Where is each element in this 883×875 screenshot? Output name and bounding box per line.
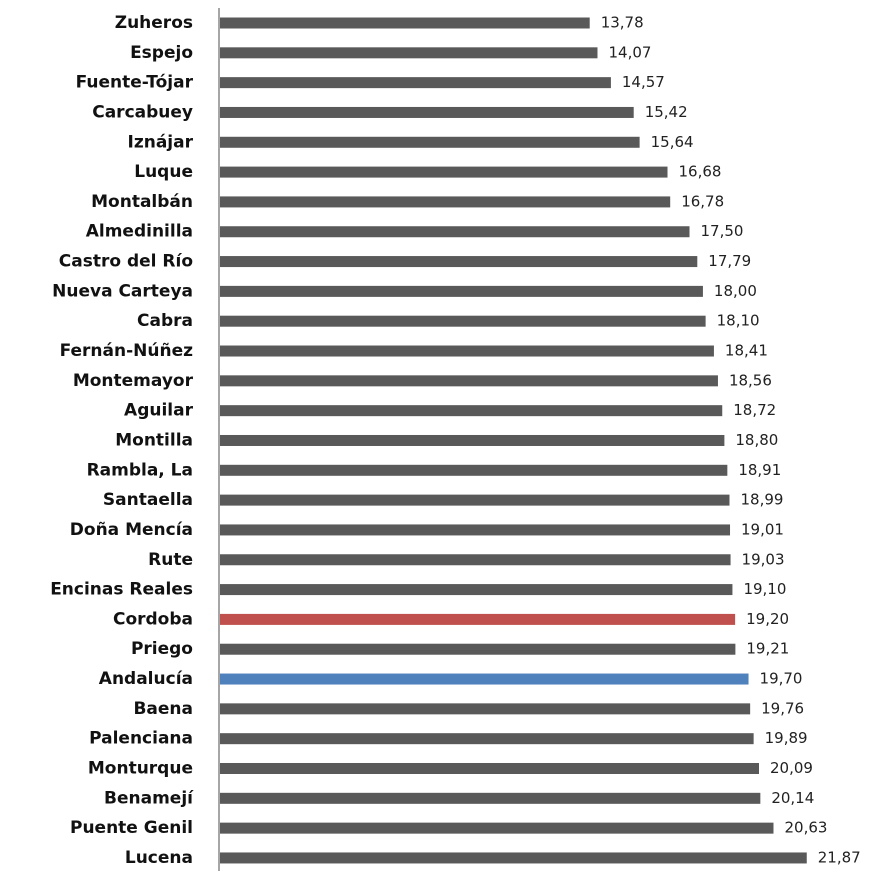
bar	[220, 524, 730, 535]
data-label: 16,68	[679, 163, 722, 181]
y-tick-label: Nueva Carteya	[52, 281, 193, 301]
y-tick-label: Zuheros	[115, 13, 193, 33]
bar	[220, 823, 773, 834]
bar	[220, 554, 731, 565]
bar	[220, 703, 750, 714]
data-label: 15,64	[651, 133, 694, 151]
data-label: 18,99	[740, 491, 783, 509]
y-tick-label: Cabra	[137, 311, 193, 331]
bar	[220, 375, 718, 386]
bar	[220, 733, 754, 744]
y-tick-label: Palenciana	[89, 729, 193, 749]
y-tick-label: Iznájar	[128, 132, 194, 152]
bar	[220, 196, 670, 207]
bar	[220, 614, 735, 625]
y-tick-label: Espejo	[130, 43, 193, 63]
bar	[220, 346, 714, 357]
bar	[220, 495, 729, 506]
bar	[220, 465, 727, 476]
y-tick-label: Santaella	[103, 490, 193, 510]
data-label: 18,72	[733, 401, 776, 419]
y-tick-label: Montalbán	[91, 192, 193, 212]
y-tick-label: Montemayor	[73, 371, 194, 391]
y-tick-label: Fernán-Núñez	[60, 341, 194, 361]
data-label: 18,80	[735, 431, 778, 449]
y-tick-label: Carcabuey	[92, 102, 193, 122]
data-label: 19,76	[761, 699, 804, 717]
bar	[220, 286, 703, 297]
y-tick-label: Rute	[148, 550, 193, 570]
bar	[220, 793, 760, 804]
data-label: 19,89	[765, 729, 808, 747]
data-label: 19,20	[746, 610, 789, 628]
data-label: 18,10	[717, 312, 760, 330]
bar	[220, 584, 732, 595]
data-label: 20,63	[784, 819, 827, 837]
data-label: 18,00	[714, 282, 757, 300]
bar	[220, 256, 697, 267]
bar	[220, 77, 611, 88]
data-label: 15,42	[645, 103, 688, 121]
y-tick-label: Lucena	[125, 848, 193, 868]
data-label: 20,14	[771, 789, 814, 807]
data-label: 14,07	[608, 43, 651, 61]
bar	[220, 167, 668, 178]
data-label: 19,10	[743, 580, 786, 598]
y-tick-label: Almedinilla	[86, 222, 193, 242]
bar	[220, 18, 590, 29]
y-tick-label: Andalucía	[99, 669, 193, 689]
bar	[220, 674, 749, 685]
y-tick-label: Luque	[134, 162, 193, 182]
data-label: 17,79	[708, 252, 751, 270]
y-tick-label: Rambla, La	[87, 460, 193, 480]
data-label: 16,78	[681, 192, 724, 210]
data-label: 18,91	[738, 461, 781, 479]
y-tick-label: Benamejí	[104, 788, 194, 808]
data-label: 13,78	[601, 14, 644, 32]
bar	[220, 405, 722, 416]
bar	[220, 107, 634, 118]
bar	[220, 137, 640, 148]
bar	[220, 763, 759, 774]
y-tick-label: Fuente-Tójar	[76, 73, 194, 93]
data-label: 21,87	[818, 848, 861, 866]
data-label: 18,41	[725, 342, 768, 360]
y-tick-label: Montilla	[115, 430, 193, 450]
data-label: 19,03	[742, 550, 785, 568]
data-label: 19,70	[760, 670, 803, 688]
data-label: 20,09	[770, 759, 813, 777]
data-label: 18,56	[729, 371, 772, 389]
y-tick-label: Monturque	[88, 759, 193, 779]
y-tick-label: Castro del Río	[59, 252, 193, 272]
bar	[220, 226, 690, 237]
y-tick-label: Aguilar	[124, 401, 194, 421]
bar	[220, 316, 706, 327]
data-label: 19,01	[741, 520, 784, 538]
bar	[220, 644, 735, 655]
data-label: 14,57	[622, 73, 665, 91]
y-tick-label: Baena	[133, 699, 193, 719]
y-tick-label: Puente Genil	[70, 818, 193, 838]
chart: Zuheros 13,78 Espejo 14,07 Fuente-Tójar 14,57…	[0, 0, 883, 871]
data-label: 17,50	[701, 222, 744, 240]
y-tick-label: Doña Mencía	[70, 520, 193, 540]
y-tick-label: Encinas Reales	[50, 580, 193, 600]
bar	[220, 47, 597, 58]
data-label: 19,21	[746, 640, 789, 658]
y-tick-label: Cordoba	[113, 609, 193, 629]
y-tick-label: Priego	[131, 639, 193, 659]
bar	[220, 435, 724, 446]
bar	[220, 852, 807, 863]
